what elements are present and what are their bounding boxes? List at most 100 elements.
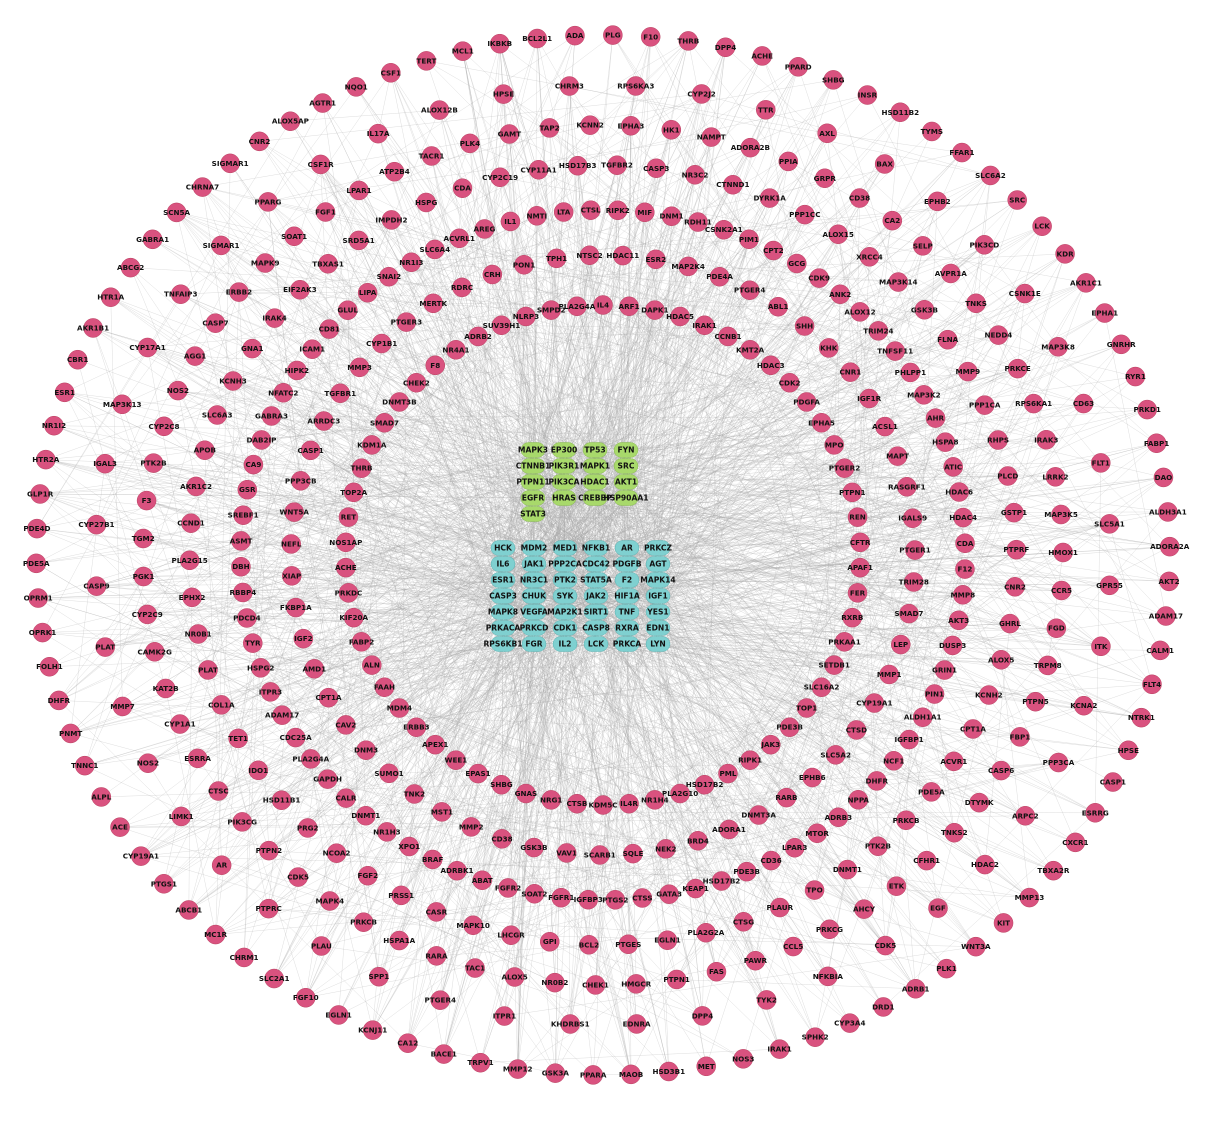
node-pla2g2a: PLA2G2A: [687, 922, 725, 943]
node-label: APEX1: [422, 740, 448, 749]
node-circle: [460, 133, 480, 154]
core-node-prkcz: PRKCZ: [644, 540, 673, 556]
node-label: RXRB: [841, 613, 863, 622]
node-circle: [231, 556, 251, 577]
node-cd38: CD38: [849, 188, 870, 208]
core-node-mapk1: MAPK1: [580, 458, 610, 474]
node-label: NQO1: [345, 82, 368, 91]
node-casp9: CASP9: [83, 576, 110, 596]
node-label: BRD4: [687, 836, 709, 845]
node-circle: [582, 474, 608, 490]
node-circle: [825, 745, 846, 765]
node-circle: [233, 505, 253, 525]
node-cpt1a: CPT1A: [960, 719, 986, 739]
node-hmox1: HMOX1: [1048, 542, 1078, 563]
node-label: HDAC11: [606, 251, 639, 260]
node-nedd4: NEDD4: [984, 325, 1012, 345]
node-eif2ak3: EIF2AK3: [283, 279, 317, 300]
node-grin1: GRIN1: [932, 660, 957, 680]
node-label: DYRK1A: [753, 194, 786, 203]
node-circle: [434, 1044, 454, 1064]
node-circle: [769, 1039, 790, 1059]
node-circle: [857, 85, 878, 105]
node-il4r: IL4R: [619, 793, 639, 814]
node-tnks2: TNKS2: [941, 822, 968, 843]
node-srebf1: SREBF1: [228, 505, 259, 525]
node-circle: [112, 696, 133, 717]
node-label: PTPRC: [256, 904, 282, 913]
node-circle: [286, 597, 306, 618]
node-label: LCK: [588, 640, 605, 649]
node-label: PIM1: [739, 235, 759, 244]
node-label: PDE3B: [776, 723, 803, 732]
node-ntrk1: NTRK1: [1128, 707, 1155, 728]
node-apex1: APEX1: [422, 734, 448, 755]
node-circle: [974, 395, 995, 415]
node-nr3c2: NR3C2: [682, 165, 708, 185]
node-label: CRH: [484, 270, 501, 279]
node-label: HSD11B1: [263, 796, 301, 805]
node-circle: [398, 1033, 418, 1053]
node-label: PTPN5: [1022, 697, 1048, 706]
node-mmp1: MMP1: [877, 664, 901, 685]
node-circle: [314, 411, 334, 431]
node-label: PTPN1: [663, 975, 689, 984]
core-node-mdm2: MDM2: [521, 540, 547, 556]
node-label: IRAK4: [262, 314, 286, 323]
node-circle: [527, 28, 547, 49]
node-label: MMP12: [503, 1065, 533, 1074]
node-circle: [541, 790, 561, 810]
node-label: AGG1: [184, 352, 206, 361]
node-circle: [756, 990, 777, 1010]
node-circle: [879, 664, 899, 685]
node-circle: [524, 837, 544, 858]
node-label: ITK: [1094, 642, 1108, 651]
core-node-sirt1: SIRT1: [583, 604, 609, 620]
node-circle: [491, 315, 512, 336]
node-pon1: PON1: [513, 255, 535, 275]
node-circle: [154, 416, 174, 437]
node-label: F2: [622, 576, 632, 585]
node-igfbp3: IGFBP3: [574, 889, 603, 910]
node-circle: [243, 633, 263, 653]
node-label: IGFBP3: [574, 895, 603, 904]
node-ctsg: CTSG: [733, 912, 754, 932]
node-label: DRD1: [872, 1002, 894, 1011]
node-circle: [580, 115, 600, 135]
node-label: CTNNB1: [516, 462, 551, 471]
node-circle: [613, 474, 639, 490]
node-label: PIK3CG: [227, 817, 257, 826]
node-khk: KHK: [819, 338, 839, 358]
node-circle: [776, 787, 797, 808]
node-ptk2b: PTK2B: [865, 836, 891, 856]
node-label: CSNK1E: [1009, 289, 1041, 298]
node-phlpp1: PHLPP1: [895, 362, 926, 383]
node-icam1: ICAM1: [299, 339, 325, 359]
node-circle: [1099, 575, 1120, 596]
node-circle: [389, 698, 410, 718]
node-label: FLT1: [1092, 458, 1110, 467]
node-gsk3b: GSK3B: [911, 300, 938, 320]
node-circle: [1053, 542, 1073, 563]
node-csnk1e: CSNK1E: [1009, 283, 1041, 304]
node-label: PRKDC: [335, 588, 363, 597]
node-thrb: THRB: [351, 458, 372, 478]
node-pde4a: PDE4A: [706, 266, 733, 287]
node-circle: [231, 531, 251, 551]
node-label: F12: [957, 565, 972, 574]
node-label: SMAD7: [895, 609, 924, 618]
node-circle: [521, 572, 547, 588]
node-label: CCND1: [177, 519, 205, 528]
node-circle: [770, 897, 790, 918]
node-label: PLA2G2A: [687, 928, 724, 937]
node-gcg: GCG: [787, 253, 807, 274]
node-label: PLA2G4A: [559, 302, 596, 311]
node-bace1: BACE1: [431, 1044, 457, 1064]
node-label: SUMO1: [374, 769, 403, 778]
node-nr0b1: NR0B1: [185, 624, 212, 644]
node-mertk: MERTK: [419, 293, 448, 314]
node-pla2g15: PLA2G15: [171, 550, 208, 571]
node-bcl2: BCL2: [579, 935, 599, 955]
node-lpar3: LPAR3: [782, 837, 807, 858]
